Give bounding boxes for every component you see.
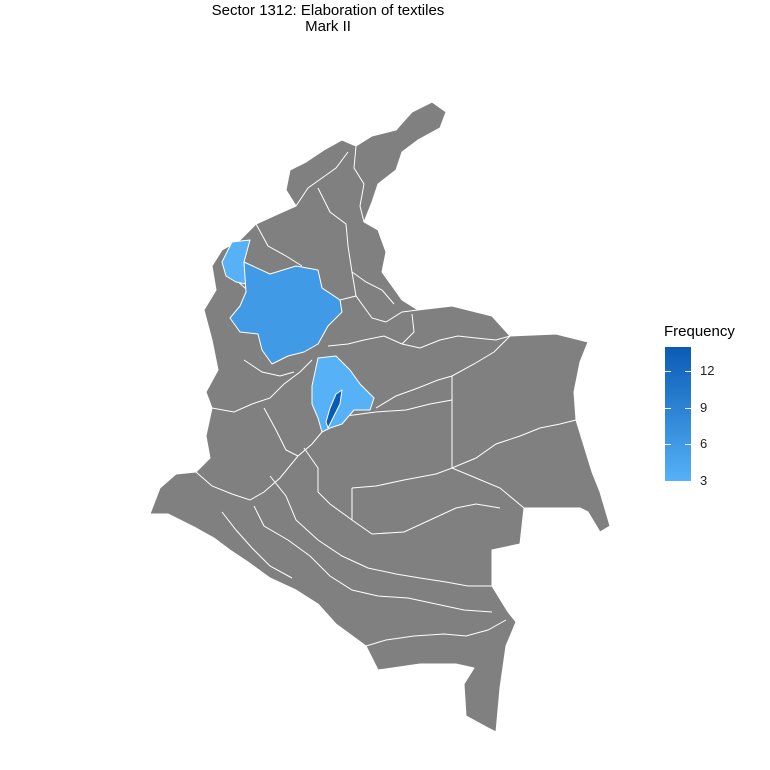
title-line-1: Sector 1312: Elaboration of textiles <box>211 2 445 19</box>
region-cordoba <box>221 239 251 285</box>
region-antioquia <box>229 261 343 365</box>
legend-tick-mark <box>665 407 671 409</box>
legend-tick-mark <box>685 371 691 373</box>
country-outline <box>149 101 611 733</box>
legend-tick-mark <box>685 407 691 409</box>
region-cundinamarca <box>311 355 375 433</box>
legend-title: Frequency <box>664 323 735 340</box>
map-title: Sector 1312: Elaboration of textiles Mar… <box>150 3 506 35</box>
title-line-2: Mark II <box>305 18 351 35</box>
legend-tick-label: 3 <box>700 473 708 488</box>
legend-tick-mark <box>665 371 671 373</box>
region-bogota <box>325 389 343 429</box>
legend-tick-label: 6 <box>700 436 708 452</box>
legend-tick-mark <box>685 444 691 446</box>
legend-tick-mark <box>665 481 671 482</box>
legend-tick-mark <box>685 481 691 482</box>
legend-tick-label: 12 <box>700 363 715 379</box>
legend-tick-mark <box>665 444 671 446</box>
legend-tick-label: 9 <box>700 399 708 415</box>
legend-color-bar <box>665 347 691 481</box>
